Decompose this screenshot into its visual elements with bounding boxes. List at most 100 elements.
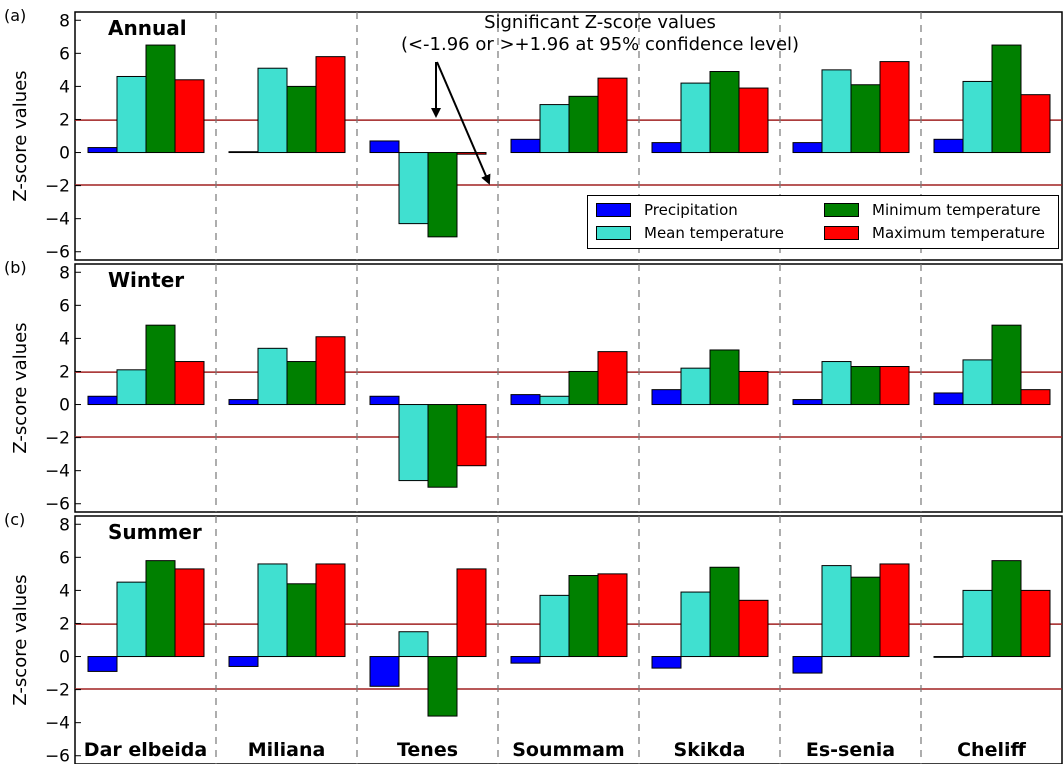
bar-annual-soummam-minimum-temperature	[568, 95, 599, 154]
y-tick-label-2-2: 4	[59, 329, 70, 349]
legend-item-mean-temperature: Mean temperature	[596, 224, 784, 242]
bar-winter-skikda-precipitation	[651, 389, 682, 406]
y-tick-label-2-0: 8	[59, 263, 70, 283]
bar-annual-soummam-mean-temperature	[539, 104, 570, 154]
legend-item-minimum-temperature: Minimum temperature	[824, 201, 1041, 219]
bar-annual-tenes-mean-temperature	[398, 152, 429, 225]
panel-title-annual: Annual	[108, 16, 187, 40]
bar-winter-soummam-precipitation	[510, 394, 541, 406]
bar-annual-tenes-minimum-temperature	[427, 152, 458, 238]
bar-summer-miliana-minimum-temperature	[286, 583, 317, 658]
legend-label-minimum-temperature: Minimum temperature	[872, 201, 1041, 219]
bar-summer-miliana-maximum-temperature	[315, 563, 346, 658]
bar-winter-soummam-maximum-temperature	[597, 351, 628, 406]
bar-annual-soummam-maximum-temperature	[597, 77, 628, 154]
bar-summer-cheliff-maximum-temperature	[1020, 589, 1051, 658]
bar-summer-skikda-maximum-temperature	[738, 599, 769, 658]
panel-label-3: (c)	[4, 510, 25, 529]
annotation-line-1: Significant Z-score values	[484, 12, 716, 33]
legend-item-maximum-temperature: Maximum temperature	[824, 224, 1045, 242]
bar-summer-es-senia-maximum-temperature	[879, 563, 910, 658]
bar-winter-es-senia-maximum-temperature	[879, 366, 910, 406]
y-tick-label-1-5: −2	[45, 177, 70, 197]
bar-winter-tenes-precipitation	[369, 395, 400, 406]
bar-summer-es-senia-precipitation	[792, 656, 823, 674]
bar-summer-dar-elbeida-maximum-temperature	[174, 568, 205, 658]
bar-winter-miliana-minimum-temperature	[286, 361, 317, 406]
bar-annual-cheliff-precipitation	[933, 138, 964, 154]
category-label-tenes: Tenes	[397, 739, 458, 761]
category-label-es-senia: Es-senia	[806, 739, 895, 761]
y-tick-label-1-3: 2	[59, 110, 70, 130]
bar-summer-tenes-minimum-temperature	[427, 656, 458, 717]
bar-winter-soummam-mean-temperature	[539, 395, 570, 406]
bar-winter-soummam-minimum-temperature	[568, 370, 599, 406]
bar-annual-cheliff-minimum-temperature	[991, 44, 1022, 154]
y-tick-label-3-2: 4	[59, 581, 70, 601]
bar-winter-dar-elbeida-mean-temperature	[116, 369, 147, 406]
bar-winter-cheliff-mean-temperature	[962, 359, 993, 406]
category-label-soummam: Soummam	[512, 739, 624, 761]
bar-annual-es-senia-precipitation	[792, 142, 823, 154]
y-tick-label-3-4: 0	[59, 648, 70, 668]
bar-summer-miliana-mean-temperature	[257, 563, 288, 658]
bar-summer-dar-elbeida-minimum-temperature	[145, 560, 176, 658]
bar-summer-es-senia-minimum-temperature	[850, 576, 881, 658]
y-tick-label-3-6: −4	[45, 714, 70, 734]
legend-swatch-precipitation	[596, 203, 631, 217]
bar-winter-es-senia-precipitation	[792, 399, 823, 406]
bar-winter-cheliff-minimum-temperature	[991, 324, 1022, 406]
bar-annual-dar-elbeida-maximum-temperature	[174, 79, 205, 154]
bar-winter-skikda-mean-temperature	[680, 367, 711, 406]
annotation-arrow-lower	[436, 61, 491, 185]
bar-summer-dar-elbeida-mean-temperature	[116, 581, 147, 658]
bar-annual-soummam-precipitation	[510, 138, 541, 154]
legend-label-maximum-temperature: Maximum temperature	[872, 224, 1045, 242]
category-label-cheliff: Cheliff	[957, 739, 1026, 761]
legend: Precipitation Mean temperature Minimum t…	[587, 195, 1059, 249]
bar-winter-tenes-minimum-temperature	[427, 404, 458, 488]
bar-winter-miliana-precipitation	[228, 399, 259, 406]
bar-summer-tenes-precipitation	[369, 656, 400, 687]
legend-swatch-minimum-temperature	[824, 203, 859, 217]
bar-summer-tenes-mean-temperature	[398, 631, 429, 658]
bar-summer-soummam-maximum-temperature	[597, 573, 628, 658]
y-tick-label-3-3: 2	[59, 614, 70, 634]
panel-title-winter: Winter	[108, 268, 184, 292]
bar-summer-soummam-minimum-temperature	[568, 575, 599, 658]
bar-summer-skikda-mean-temperature	[680, 591, 711, 658]
bar-summer-skikda-precipitation	[651, 656, 682, 669]
bar-winter-es-senia-mean-temperature	[821, 361, 852, 406]
panel-label-1: (a)	[4, 6, 26, 25]
bar-winter-tenes-mean-temperature	[398, 404, 429, 482]
bar-winter-es-senia-minimum-temperature	[850, 366, 881, 406]
y-tick-label-2-4: 0	[59, 396, 70, 416]
y-axis-label-3: Z-score values	[10, 574, 31, 705]
bar-winter-miliana-maximum-temperature	[315, 336, 346, 406]
y-tick-label-1-4: 0	[59, 144, 70, 164]
legend-item-precipitation: Precipitation	[596, 201, 738, 219]
y-tick-label-1-6: −4	[45, 210, 70, 230]
y-tick-label-3-0: 8	[59, 515, 70, 535]
bar-annual-skikda-minimum-temperature	[709, 71, 740, 154]
y-tick-label-3-5: −2	[45, 681, 70, 701]
bar-annual-tenes-precipitation	[369, 140, 400, 154]
y-tick-label-2-1: 6	[59, 296, 70, 316]
bar-summer-dar-elbeida-precipitation	[87, 656, 118, 672]
bar-annual-miliana-precipitation	[228, 151, 259, 154]
bar-annual-cheliff-maximum-temperature	[1020, 94, 1051, 154]
bar-winter-dar-elbeida-minimum-temperature	[145, 324, 176, 406]
y-tick-label-1-0: 8	[59, 11, 70, 31]
bar-annual-es-senia-mean-temperature	[821, 69, 852, 154]
bar-winter-skikda-maximum-temperature	[738, 370, 769, 406]
bar-annual-miliana-maximum-temperature	[315, 56, 346, 154]
y-tick-label-1-7: −6	[45, 243, 70, 263]
category-label-dar-elbeida: Dar elbeida	[84, 739, 207, 761]
y-tick-label-2-3: 2	[59, 362, 70, 382]
category-label-miliana: Miliana	[248, 739, 326, 761]
panel-title-summer: Summer	[108, 520, 202, 544]
bar-summer-soummam-mean-temperature	[539, 594, 570, 658]
bar-winter-cheliff-maximum-temperature	[1020, 389, 1051, 406]
bar-annual-dar-elbeida-precipitation	[87, 147, 118, 154]
